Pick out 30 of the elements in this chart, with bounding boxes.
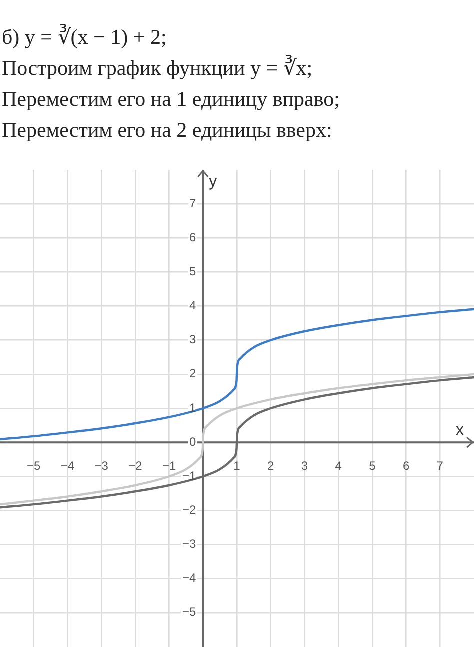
text: Переместим его на 2 единицы вверх: bbox=[2, 117, 334, 144]
y-tick-label: −4 bbox=[182, 571, 196, 586]
x-tick-label: −3 bbox=[94, 458, 109, 473]
text: Переместим его на 1 единицу вправо; bbox=[2, 86, 341, 113]
y-tick-label: 5 bbox=[189, 264, 196, 279]
y-tick-label: −3 bbox=[182, 537, 196, 552]
x-axis-title: x bbox=[456, 422, 464, 439]
chart-title: б) y = ∛(x − 1) + 2; bbox=[2, 23, 168, 51]
y-tick-label: 4 bbox=[189, 298, 196, 313]
y-tick-label: 2 bbox=[189, 366, 196, 381]
y-tick-label: 7 bbox=[189, 196, 196, 210]
x-tick-label: −2 bbox=[128, 458, 143, 473]
x-tick-label: −1 bbox=[162, 458, 176, 473]
x-tick-label: 7 bbox=[436, 458, 444, 473]
x-tick-label: 4 bbox=[335, 458, 342, 473]
y-tick-label: −5 bbox=[182, 605, 196, 620]
y-tick-label: −2 bbox=[182, 503, 196, 518]
x-tick-label: 2 bbox=[268, 458, 275, 473]
text: Построим график функции y = ∛x; bbox=[2, 54, 314, 82]
x-tick-label: 6 bbox=[402, 458, 410, 473]
x-tick-label: 1 bbox=[234, 458, 241, 473]
x-tick-label: −5 bbox=[27, 458, 42, 473]
y-axis-title: y bbox=[209, 173, 218, 190]
y-tick-label: 3 bbox=[189, 332, 196, 347]
x-tick-label: 5 bbox=[369, 458, 376, 473]
y-tick-label: 0 bbox=[189, 434, 196, 449]
x-tick-label: −4 bbox=[60, 458, 75, 473]
x-tick-label: 3 bbox=[301, 458, 308, 473]
y-tick-label: −1 bbox=[182, 468, 196, 483]
y-tick-label: 6 bbox=[189, 230, 196, 244]
